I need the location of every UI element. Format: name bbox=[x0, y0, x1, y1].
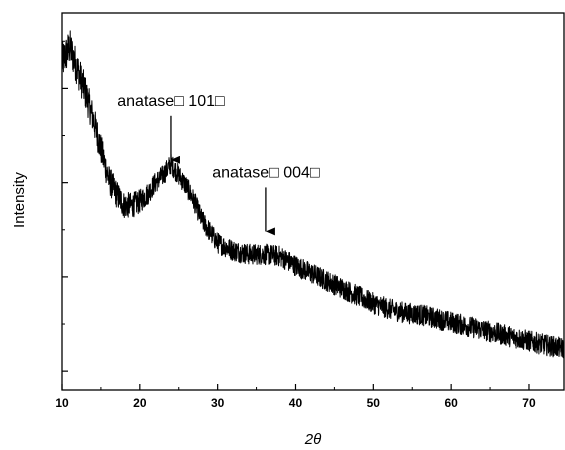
x-tick-label: 50 bbox=[367, 396, 381, 410]
x-tick-label: 70 bbox=[522, 396, 536, 410]
x-tick-label: 60 bbox=[444, 396, 458, 410]
x-axis-label: 2θ bbox=[304, 431, 321, 448]
x-tick-label: 10 bbox=[55, 396, 69, 410]
annotation-label: anatase□ 004□ bbox=[212, 164, 320, 181]
x-tick-label: 40 bbox=[289, 396, 303, 410]
intensity-series-line bbox=[61, 30, 565, 359]
peak-annotations: anatase□ 101□ anatase□ 004□ bbox=[117, 93, 320, 236]
x-tick-label: 20 bbox=[133, 396, 147, 410]
x-tick-label: 30 bbox=[211, 396, 225, 410]
y-axis-label: Intensity bbox=[11, 172, 28, 228]
plot-frame bbox=[61, 12, 565, 391]
annotation-label: anatase□ 101□ bbox=[117, 93, 225, 110]
x-axis-ticks: 10 20 30 40 50 60 70 bbox=[55, 384, 536, 410]
y-axis-ticks bbox=[62, 40, 68, 372]
